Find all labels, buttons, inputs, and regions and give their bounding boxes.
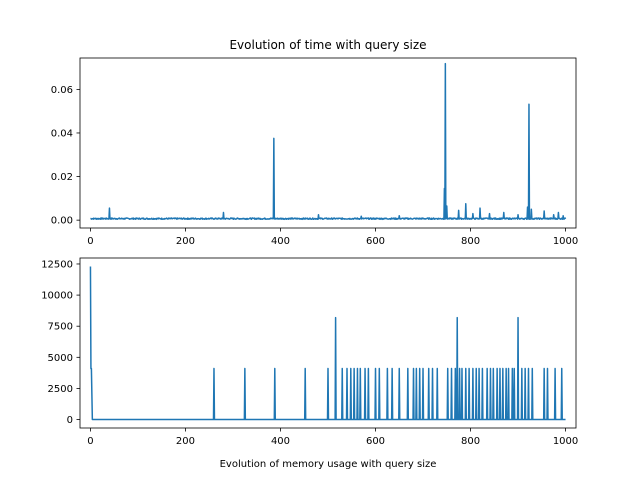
memory-chart-x-tick-label: 400 [271, 436, 290, 447]
time-chart-title: Evolution of time with query size [229, 38, 426, 52]
time-chart-x-tick-label: 200 [176, 236, 195, 247]
time-chart-plot-area [90, 62, 567, 221]
time-chart-y-tick-label: 0.04 [51, 128, 73, 139]
time-chart-frame [79, 57, 577, 229]
memory-chart-x-tick-label: 1000 [553, 436, 578, 447]
time-chart-y-tick-label: 0.02 [51, 172, 73, 183]
memory-chart-y-tick-label: 10000 [41, 291, 73, 302]
memory-chart-x-axis-label: Evolution of memory usage with query siz… [220, 459, 437, 470]
memory-chart-y-tick-label: 2500 [48, 384, 73, 395]
time-chart-x-tick-label: 800 [461, 236, 480, 247]
memory-chart-y-tick-label: 5000 [48, 353, 73, 364]
memory-chart-x-tick-label: 800 [461, 436, 480, 447]
memory-chart-y-tick-label: 7500 [48, 322, 73, 333]
memory-chart-series-line [89, 266, 566, 421]
time-chart-series-line [90, 62, 567, 221]
time-chart-y-tick-label: 0.06 [51, 85, 73, 96]
memory-chart-x-tick-label: 0 [87, 436, 93, 447]
time-chart-x-tick-label: 400 [271, 236, 290, 247]
memory-chart-plot-area [89, 266, 566, 421]
time-chart-x-axis: 0 200 400 600 800 1000 [87, 228, 578, 247]
time-chart-y-tick-label: 0.00 [51, 216, 73, 227]
memory-chart-y-tick-label: 0 [67, 415, 73, 426]
time-chart-x-tick-label: 600 [366, 236, 385, 247]
memory-chart-x-tick-label: 200 [176, 436, 195, 447]
time-chart-x-tick-label: 1000 [553, 236, 578, 247]
time-chart: Evolution of time with query size 0 200 40… [51, 38, 579, 247]
time-chart-x-tick-label: 0 [87, 236, 93, 247]
memory-chart-x-tick-label: 600 [366, 436, 385, 447]
memory-chart-y-axis: 0 2500 5000 7500 10000 12500 [41, 259, 80, 426]
memory-chart-x-axis: 0 200 400 600 800 1000 [87, 428, 578, 447]
time-chart-y-axis: 0.00 0.02 0.04 0.06 [51, 85, 80, 227]
memory-chart-frame [79, 257, 577, 429]
memory-chart-y-tick-label: 12500 [41, 259, 73, 270]
memory-chart: 0 200 400 600 800 1000 0 2500 5000 7500 10000 1250… [41, 257, 578, 470]
